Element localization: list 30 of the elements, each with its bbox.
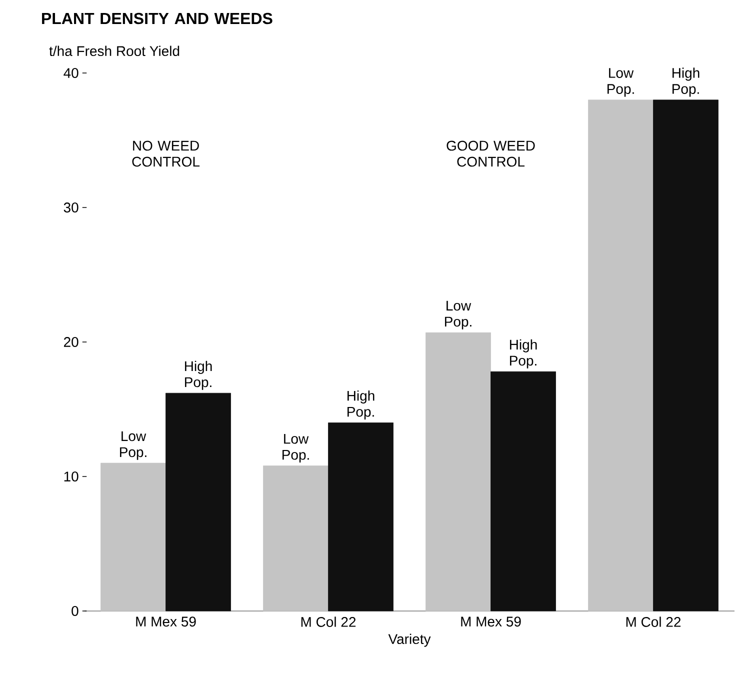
bar [490, 371, 556, 612]
text: Low Pop. [608, 68, 634, 97]
text: High Pop. [672, 68, 700, 97]
x-tick-label: M Col 22 [301, 616, 356, 627]
y-axis-title: t/ha Fresh Root Yield [49, 46, 180, 56]
series-label: High Pop. [185, 360, 212, 390]
y-tick-label: 30 [64, 202, 78, 212]
bar [263, 466, 328, 612]
bar [588, 100, 654, 612]
x-tick-label: M Col 22 [626, 616, 681, 627]
x-axis-title: Variety [388, 634, 431, 647]
y-tick-label: 40 [64, 68, 78, 78]
series-label: Low Pop. [120, 431, 146, 460]
bar [426, 332, 491, 612]
text: Low Pop. [282, 434, 309, 463]
bar [653, 100, 718, 612]
annotation: GOOD WEED CONTROL [446, 140, 535, 167]
annotation: NO WEED CONTROL [132, 140, 200, 167]
chart-title: PLANT DENSITY AND WEEDS [42, 12, 272, 24]
y-tick-label: 0 [72, 606, 78, 616]
x-tick-label: M Mex 59 [136, 616, 196, 627]
x-tick-label: M Mex 59 [461, 616, 521, 627]
text: High Pop. [510, 339, 537, 368]
text: High Pop. [348, 390, 374, 420]
text: Low Pop. [445, 300, 472, 330]
y-tick-label: 10 [64, 472, 78, 482]
y-tick-label: 20 [64, 337, 78, 347]
bar [100, 462, 166, 612]
bar [328, 422, 394, 612]
bar [166, 392, 231, 612]
